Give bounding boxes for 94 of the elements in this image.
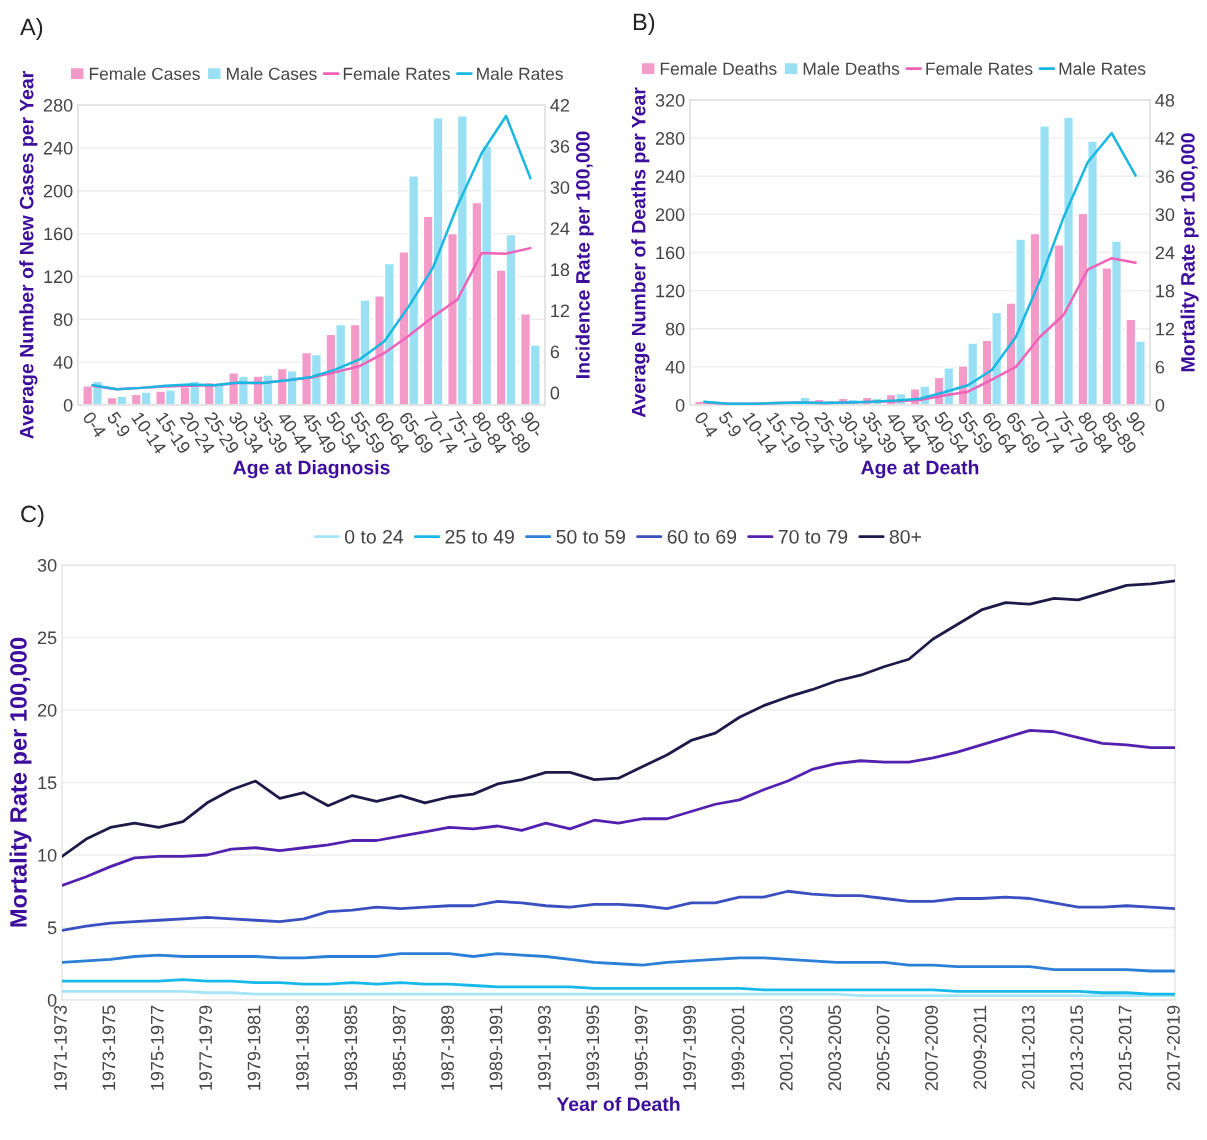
x-tick-label: 1989-1991: [489, 1005, 503, 1090]
x-tick-label: 0-4: [82, 410, 107, 439]
y2-tick-label: 0: [1155, 398, 1165, 412]
x-tick-label: 1993-1995: [586, 1005, 600, 1090]
y-tick-label: 10: [38, 848, 57, 862]
y-tick-label: 280: [655, 132, 685, 145]
y2-tick-label: 12: [1156, 322, 1175, 336]
y2-tick-label: 30: [1155, 208, 1175, 222]
legend-label: 25 to 49: [445, 529, 514, 544]
y-tick-label: 200: [655, 208, 685, 222]
x-tick-label: 2011-2013: [1021, 1005, 1035, 1089]
y-tick-label: 0: [47, 993, 57, 1007]
y-tick-label: 80: [53, 313, 73, 327]
y2-axis-title: Incidence Rate per 100,000: [575, 131, 594, 378]
chart-title: B): [633, 12, 655, 35]
legend-label: 70 to 79: [778, 529, 848, 544]
x-tick-label: 1979-1981: [247, 1005, 261, 1090]
y2-tick-label: 36: [1155, 170, 1175, 183]
y-tick-label: 25: [37, 631, 57, 645]
y2-tick-label: 42: [1155, 132, 1175, 145]
x-tick-label: 1991-1993: [537, 1005, 551, 1090]
x-tick-label: 2005-2007: [876, 1005, 890, 1091]
legend-label: Male Cases: [227, 67, 317, 80]
y2-tick-label: 24: [550, 222, 570, 235]
y-tick-label: 120: [656, 284, 685, 298]
legend-label: Female Rates: [343, 67, 450, 80]
x-tick-label: 1983-1985: [344, 1005, 358, 1090]
x-tick-label: 2007-2009: [925, 1005, 938, 1091]
legend-label: Male Deaths: [803, 62, 900, 75]
y-tick-label: 0: [63, 398, 73, 412]
chart-title: C): [21, 504, 44, 527]
chart-title: A): [20, 17, 43, 40]
y-tick-label: 240: [655, 170, 685, 183]
legend-label: Male Rates: [477, 67, 563, 80]
y-tick-label: 280: [43, 98, 73, 112]
x-tick-label: 0-4: [693, 410, 719, 439]
legend-label: 60 to 69: [667, 529, 737, 544]
x-tick-label: 1981-1983: [296, 1005, 309, 1090]
legend-label: Male Rates: [1059, 62, 1146, 75]
y2-tick-label: 30: [550, 181, 570, 194]
y-tick-label: 320: [655, 93, 685, 107]
y2-tick-label: 36: [550, 140, 570, 153]
y-tick-label: 160: [656, 246, 685, 260]
y-tick-label: 40: [53, 356, 73, 369]
legend-label: 80+: [889, 529, 921, 544]
x-tick-label: 2013-2015: [1070, 1005, 1084, 1091]
y-tick-label: 30: [37, 558, 57, 572]
y2-tick-label: 18: [551, 263, 570, 277]
x-tick-label: 1997-1999: [683, 1005, 696, 1090]
y-tick-label: 240: [43, 141, 73, 155]
x-tick-label: 1971-1973: [54, 1005, 67, 1090]
x-tick-label: 2003-2005: [828, 1005, 842, 1091]
x-axis-title: Age at Diagnosis: [233, 460, 390, 479]
x-tick-label: 1985-1987: [392, 1005, 406, 1090]
y-tick-label: 160: [44, 227, 73, 241]
x-axis-title: Age at Death: [861, 460, 979, 479]
y-tick-label: 120: [44, 270, 73, 284]
y2-tick-label: 24: [1155, 246, 1175, 260]
y2-tick-label: 0: [550, 386, 560, 400]
y2-tick-label: 6: [1155, 360, 1165, 374]
y-tick-label: 200: [43, 184, 73, 198]
x-tick-label: 2015-2017: [1118, 1005, 1132, 1091]
y2-tick-label: 6: [550, 345, 560, 359]
x-tick-label: 2001-2003: [779, 1005, 793, 1091]
y-tick-label: 40: [665, 360, 685, 374]
x-tick-label: 2017-2019: [1167, 1005, 1180, 1091]
y-axis-title: Average Number of New Cases per Year: [19, 71, 38, 439]
y-tick-label: 20: [37, 703, 57, 717]
y2-tick-label: 18: [1156, 284, 1175, 298]
y-tick-label: 0: [675, 398, 685, 412]
y2-tick-label: 48: [1155, 93, 1175, 107]
legend-label: Female Rates: [926, 62, 1033, 75]
legend-label: 0 to 24: [345, 529, 404, 544]
y2-tick-label: 42: [550, 98, 570, 112]
y-axis-title: Average Number of Deaths per Year: [631, 87, 650, 418]
y2-tick-label: 12: [551, 304, 570, 318]
legend-label: Female Cases: [89, 67, 200, 80]
x-axis-title: Year of Death: [556, 1096, 680, 1112]
y-tick-label: 80: [665, 322, 685, 336]
x-tick-label: 5-9: [106, 410, 131, 439]
legend-label: 50 to 59: [556, 529, 625, 544]
y-tick-label: 5: [47, 921, 57, 935]
x-tick-label: 1977-1979: [199, 1005, 213, 1090]
legend-label: Female Deaths: [660, 62, 777, 75]
x-tick-label: 1975-1977: [150, 1005, 164, 1090]
x-tick-label: 1999-2001: [731, 1005, 745, 1090]
y-axis-title: Mortality Rate per 100,000: [9, 637, 32, 927]
y-tick-label: 15: [38, 776, 57, 790]
y2-axis-title: Mortality Rate per 100,000: [1180, 133, 1199, 372]
x-tick-label: 2009-2011: [973, 1005, 987, 1089]
x-tick-label: 1987-1989: [441, 1005, 454, 1090]
x-tick-label: 1973-1975: [102, 1005, 116, 1090]
x-tick-label: 5-9: [717, 410, 743, 439]
x-tick-label: 1995-1997: [634, 1005, 648, 1090]
